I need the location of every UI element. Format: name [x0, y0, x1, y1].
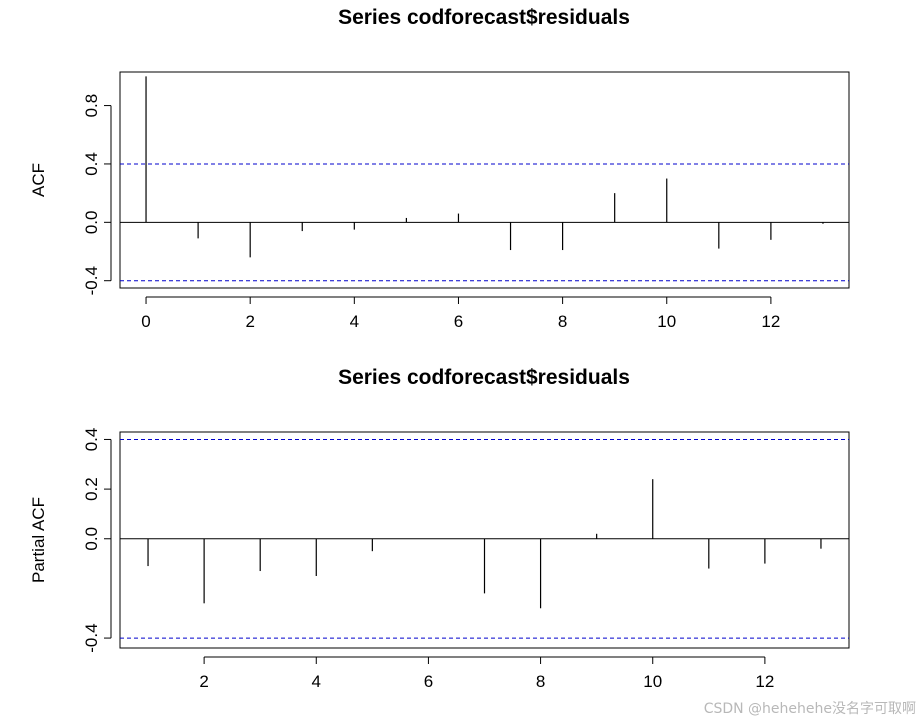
pacf-marks: 2 4 6 8 10 12 -0.4 0.0 0.2 0.4 [82, 428, 849, 691]
acf-x-tick-label-12: 12 [761, 312, 780, 331]
watermark-text: CSDN @hehehehe没名字可取啊 [703, 701, 916, 717]
acf-plot-frame [119, 71, 850, 289]
acf-y-tick-label-0: -0.4 [82, 266, 101, 295]
pacf-x-tick-label-8: 8 [536, 672, 545, 691]
pacf-y-tick-label-3: 0.4 [82, 428, 101, 452]
pacf-y-tick-label-2: 0.2 [82, 477, 101, 501]
acf-title: Series codforecast$residuals [338, 6, 630, 29]
pacf-y-tick-label-1: 0.0 [82, 527, 101, 551]
acf-y-tick-label-2: 0.4 [82, 152, 101, 176]
pacf-x-tick-label-12: 12 [755, 672, 774, 691]
pacf-plot-frame [119, 431, 850, 649]
acf-y-tick-label-3: 0.8 [82, 94, 101, 118]
acf-x-tick-label-10: 10 [657, 312, 676, 331]
acf-y-tick-label-1: 0.0 [82, 211, 101, 235]
acf-x-tick-label-6: 6 [454, 312, 463, 331]
acf-panel: Series codforecast$residuals ACF 0 2 4 6 8 10… [29, 6, 850, 331]
pacf-x-tick-label-4: 4 [312, 672, 321, 691]
pacf-y-tick-label-0: -0.4 [82, 623, 101, 652]
pacf-y-axis-label: Partial ACF [29, 497, 48, 583]
acf-marks: 0 2 4 6 8 10 12 -0.4 0.0 0.4 0.8 [82, 76, 849, 331]
pacf-x-tick-label-10: 10 [643, 672, 662, 691]
acf-x-tick-label-0: 0 [141, 312, 150, 331]
pacf-panel: Series codforecast$residuals Partial ACF… [29, 366, 850, 691]
acf-y-axis-label: ACF [29, 163, 48, 197]
pacf-x-tick-label-2: 2 [199, 672, 208, 691]
pacf-x-tick-label-6: 6 [424, 672, 433, 691]
pacf-title: Series codforecast$residuals [338, 366, 630, 389]
acf-x-tick-label-4: 4 [350, 312, 359, 331]
acf-x-tick-label-8: 8 [558, 312, 567, 331]
acf-x-tick-label-2: 2 [245, 312, 254, 331]
